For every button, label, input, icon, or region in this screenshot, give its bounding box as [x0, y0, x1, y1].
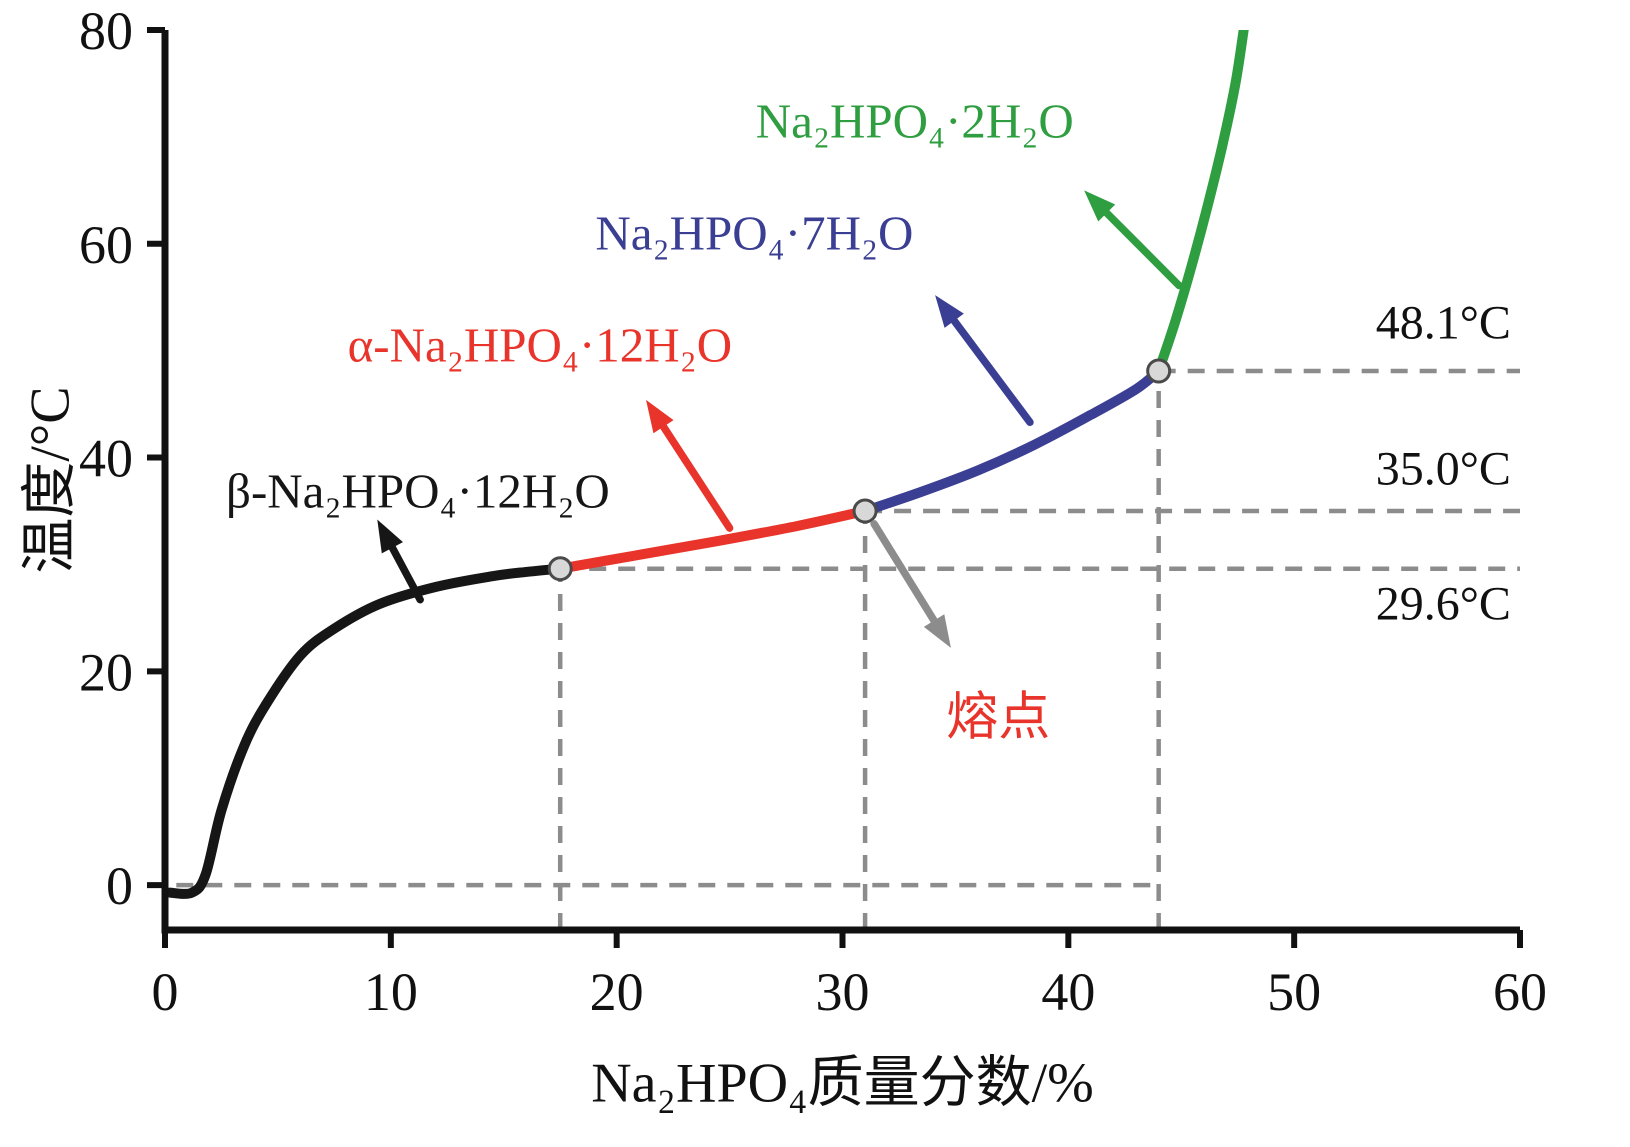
temp-label-35-0: 35.0°C: [1375, 442, 1511, 496]
svg-text:40: 40: [79, 429, 133, 489]
svg-text:60: 60: [1493, 962, 1547, 1022]
svg-text:20: 20: [590, 962, 644, 1022]
melting-point-label: 熔点: [946, 689, 1051, 747]
temp-label-29-6: 29.6°C: [1375, 577, 1511, 631]
svg-text:20: 20: [79, 642, 133, 702]
svg-text:60: 60: [79, 215, 133, 275]
curve-label-alpha-12h2o: α-Na₂HPO₄·12H₂O: [347, 317, 733, 373]
svg-text:80: 80: [79, 1, 133, 61]
svg-text:40: 40: [1041, 962, 1095, 1022]
svg-text:0: 0: [106, 856, 133, 916]
svg-text:0: 0: [152, 962, 179, 1022]
curve-label-7h2o: Na₂HPO₄·7H₂O: [595, 205, 914, 261]
temp-label-48-1: 48.1°C: [1375, 296, 1511, 350]
y-axis-title: 温度/°C: [19, 386, 82, 574]
curve-label-beta-12h2o: β-Na₂HPO₄·12H₂O: [226, 463, 610, 519]
x-axis-title: Na₂HPO₄质量分数/%: [591, 1052, 1094, 1115]
svg-text:10: 10: [364, 962, 418, 1022]
curve-label-2h2o: Na₂HPO₄·2H₂O: [755, 93, 1074, 149]
svg-text:30: 30: [816, 962, 870, 1022]
svg-text:50: 50: [1267, 962, 1321, 1022]
